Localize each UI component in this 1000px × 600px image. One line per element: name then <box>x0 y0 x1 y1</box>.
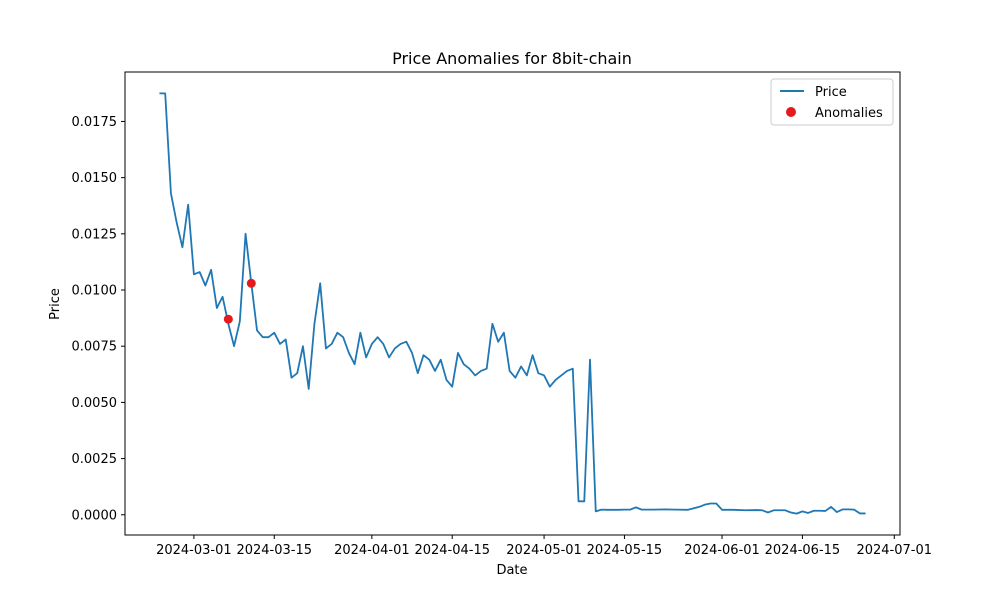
anomaly-point <box>246 278 256 288</box>
y-tick-label: 0.0100 <box>72 284 118 299</box>
y-tick-label: 0.0025 <box>72 452 118 467</box>
y-tick-label: 0.0000 <box>72 508 118 523</box>
y-tick-label: 0.0125 <box>72 227 118 242</box>
y-tick-label: 0.0150 <box>72 171 118 186</box>
plot-frame <box>124 71 901 536</box>
anomaly-point <box>223 314 233 324</box>
x-tick-label: 2024-04-15 <box>414 543 490 558</box>
x-tick-label: 2024-03-15 <box>236 543 312 558</box>
y-tick-label: 0.0175 <box>72 115 118 130</box>
legend: Price Anomalies <box>770 78 894 126</box>
x-tick-label: 2024-05-15 <box>587 543 663 558</box>
x-tick-label: 2024-05-01 <box>506 543 582 558</box>
x-tick-label: 2024-03-01 <box>156 543 232 558</box>
x-tick-label: 2024-04-01 <box>334 543 410 558</box>
x-tick-label: 2024-06-01 <box>684 543 760 558</box>
chart-title: Price Anomalies for 8bit-chain <box>392 49 632 68</box>
legend-anomalies-swatch <box>786 107 796 117</box>
y-tick-label: 0.0075 <box>72 340 118 355</box>
x-tick-label: 2024-07-01 <box>856 543 932 558</box>
x-axis-label: Date <box>496 563 527 578</box>
legend-anomalies-label: Anomalies <box>815 106 883 121</box>
y-tick-label: 0.0050 <box>72 396 118 411</box>
y-axis-label: Price <box>48 288 63 320</box>
legend-price-label: Price <box>815 85 847 100</box>
price-series-line <box>159 92 866 515</box>
x-tick-label: 2024-06-15 <box>765 543 841 558</box>
